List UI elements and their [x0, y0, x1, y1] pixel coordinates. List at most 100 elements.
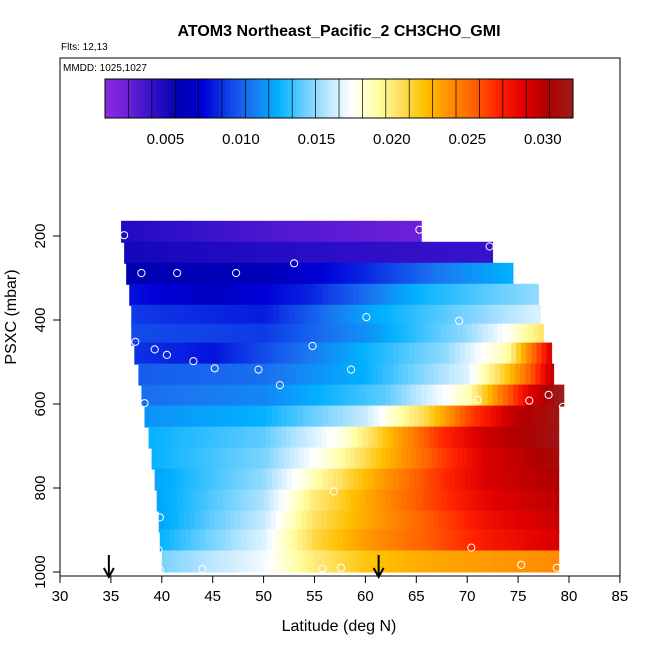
- heatmap-cell: [505, 468, 512, 491]
- heatmap-cell: [383, 529, 390, 552]
- heatmap-cell: [368, 468, 374, 491]
- heatmap-cell: [495, 468, 502, 491]
- heatmap-cell: [166, 304, 173, 327]
- heatmap-cell: [248, 220, 254, 243]
- heatmap-cell: [171, 262, 178, 285]
- heatmap-cell: [434, 241, 441, 264]
- heatmap-cell: [441, 550, 448, 573]
- heatmap-cell: [536, 529, 542, 552]
- heatmap-cell: [276, 342, 283, 365]
- heatmap-cell: [299, 447, 305, 470]
- heatmap-cell: [217, 262, 224, 285]
- heatmap-cell: [347, 510, 353, 533]
- heatmap-cell: [276, 241, 283, 264]
- heatmap-cell: [388, 283, 395, 306]
- arrow-markers: [102, 555, 385, 580]
- heatmap-cell: [126, 262, 132, 285]
- heatmap-cell: [307, 405, 313, 428]
- colorbar-swatch: [487, 79, 492, 118]
- heatmap-cell: [205, 342, 212, 365]
- heatmap-cell: [505, 405, 512, 428]
- heatmap-cell: [149, 241, 156, 264]
- heatmap-cell: [166, 220, 173, 243]
- heatmap-cell: [302, 241, 308, 264]
- heatmap-cell: [301, 510, 307, 533]
- heatmap-cell: [504, 363, 511, 386]
- heatmap-cell: [126, 220, 132, 243]
- heatmap-cell: [275, 510, 282, 533]
- heatmap-cell: [294, 304, 300, 327]
- heatmap-cell: [240, 510, 246, 533]
- heatmap-cell: [139, 283, 145, 306]
- heatmap-cell: [327, 283, 334, 306]
- heatmap-cell: [151, 447, 158, 470]
- heatmap-cell: [467, 550, 473, 573]
- heatmap-cell: [197, 220, 203, 243]
- heatmap-cell: [205, 283, 212, 306]
- heatmap-cell: [199, 363, 205, 386]
- heatmap-cell: [416, 220, 422, 243]
- heatmap-cell: [192, 550, 198, 573]
- heatmap-cell: [227, 323, 234, 346]
- heatmap-cell: [558, 384, 565, 407]
- heatmap-cell: [441, 384, 448, 407]
- heatmap-cell: [459, 426, 465, 449]
- heatmap-cell: [322, 405, 329, 428]
- heatmap-cell: [357, 426, 363, 449]
- sample-point: [137, 268, 146, 278]
- heatmap-cell: [475, 529, 481, 552]
- heatmap-cell: [441, 489, 448, 512]
- heatmap-cell: [439, 342, 446, 365]
- colorbar-swatch: [108, 79, 114, 118]
- heatmap-cell: [541, 342, 547, 365]
- heatmap-cell: [321, 363, 328, 386]
- heatmap-cell: [180, 241, 186, 264]
- heatmap-cell: [248, 323, 254, 346]
- heatmap-cell: [343, 529, 349, 552]
- heatmap-cell: [289, 323, 295, 346]
- heatmap-cell: [477, 304, 483, 327]
- heatmap-cell: [270, 510, 277, 533]
- heatmap-cell: [444, 405, 451, 428]
- heatmap-cell: [289, 262, 295, 285]
- heatmap-cell: [156, 304, 163, 327]
- colorbar-swatch: [233, 79, 239, 118]
- sample-point: [558, 402, 568, 411]
- heatmap-cell: [268, 447, 275, 470]
- x-tick-label: 50: [255, 588, 272, 605]
- colorbar-swatch: [541, 79, 547, 118]
- heatmap-cell: [372, 426, 379, 449]
- colorbar-swatch: [272, 79, 278, 118]
- heatmap-cell: [431, 323, 438, 346]
- heatmap-cell: [482, 323, 488, 346]
- heatmap-cell: [131, 304, 137, 327]
- heatmap-cell: [454, 405, 461, 428]
- heatmap-cell: [273, 304, 280, 327]
- heatmap-cell: [289, 447, 295, 470]
- heatmap-cell: [515, 363, 521, 386]
- heatmap-cell: [286, 363, 292, 386]
- colorbar-swatch: [456, 79, 461, 118]
- heatmap-cell: [465, 283, 471, 306]
- heatmap-cell: [424, 283, 430, 306]
- arrow-marker: [102, 555, 115, 580]
- heatmap-cell: [502, 323, 509, 346]
- heatmap-cell: [337, 241, 344, 264]
- heatmap-cell: [507, 550, 514, 573]
- heatmap-cell: [505, 529, 512, 552]
- heatmap-cell: [454, 283, 461, 306]
- heatmap-cell: [271, 342, 278, 365]
- heatmap-cell: [370, 447, 376, 470]
- colorbar-swatch: [307, 79, 313, 118]
- heatmap-cell: [516, 405, 522, 428]
- heatmap-cell: [339, 384, 346, 407]
- colorbar-swatch: [432, 79, 437, 118]
- heatmap-cell: [436, 323, 443, 346]
- sample-point: [455, 316, 464, 325]
- heatmap-cell: [231, 529, 237, 552]
- heatmap-cell: [378, 468, 385, 491]
- heatmap-cell: [436, 384, 443, 407]
- heatmap-cell: [454, 342, 461, 365]
- heatmap-cell: [258, 550, 264, 573]
- heatmap-cell: [528, 304, 534, 327]
